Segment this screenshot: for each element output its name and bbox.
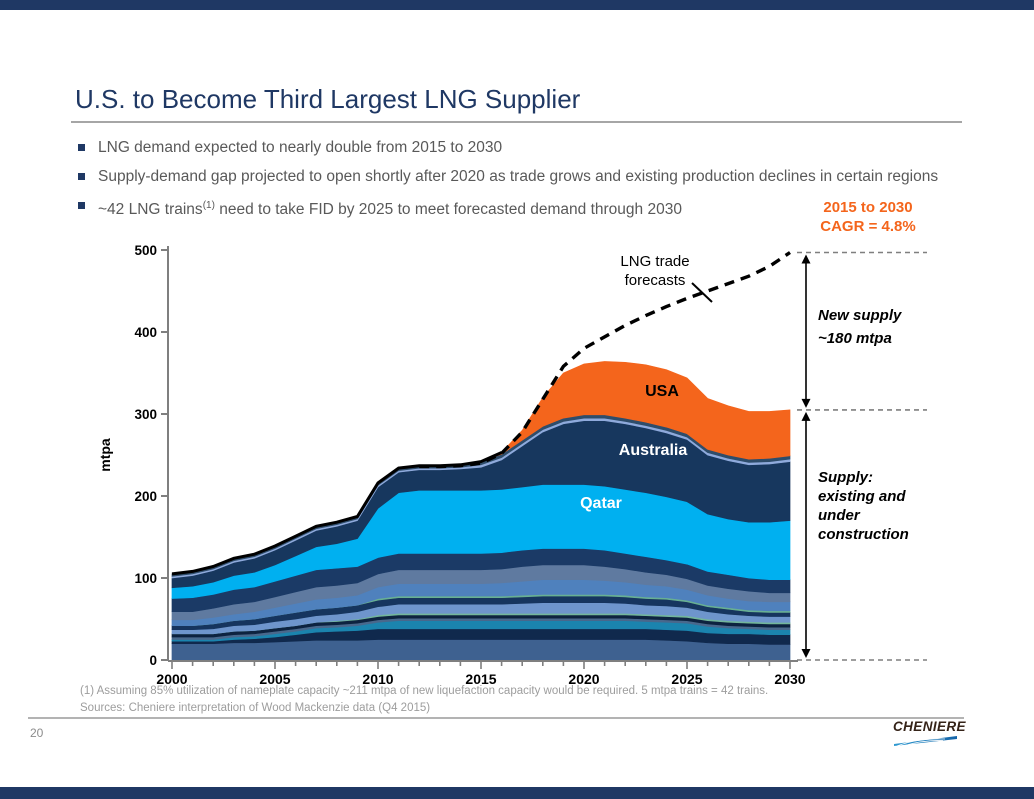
area-label-usa: USA <box>645 383 679 400</box>
bullet-list: LNG demand expected to nearly double fro… <box>78 137 962 228</box>
svg-text:2015: 2015 <box>465 671 496 687</box>
svg-text:400: 400 <box>134 325 157 340</box>
bottom-accent-bar <box>0 787 1034 799</box>
new-supply-annotation: New supply ~180 mtpa <box>818 307 902 347</box>
area-label-qatar: Qatar <box>580 495 622 512</box>
bullet-square-icon <box>78 144 85 151</box>
svg-text:mtpa: mtpa <box>97 438 113 472</box>
bullet-text: Supply-demand gap projected to open shor… <box>98 168 939 185</box>
cagr-line1: 2015 to 2030 <box>823 199 913 216</box>
svg-text:200: 200 <box>134 489 157 504</box>
bullet-text-pre: ~42 LNG trains <box>98 201 203 219</box>
svg-text:0: 0 <box>149 653 157 668</box>
cheniere-logo-text: CHENIERE <box>893 719 966 734</box>
svg-text:2025: 2025 <box>671 671 702 687</box>
page-title: U.S. to Become Third Largest LNG Supplie… <box>75 84 581 114</box>
bullet-item: Supply-demand gap projected to open shor… <box>78 166 962 187</box>
svg-text:100: 100 <box>134 571 157 586</box>
bullet-square-icon <box>78 173 85 180</box>
sources-note: Sources: Cheniere interpretation of Wood… <box>80 702 431 714</box>
footer-divider <box>28 717 964 719</box>
existing-supply-annotation: Supply: existing and under construction <box>818 469 909 543</box>
top-accent-bar <box>0 0 1034 10</box>
cheniere-logo: CHENIERE <box>893 719 966 752</box>
svg-text:500: 500 <box>134 243 157 258</box>
footnote-marker: (1) <box>202 200 215 211</box>
bullet-item: LNG demand expected to nearly double fro… <box>78 137 962 158</box>
page-number: 20 <box>30 726 44 740</box>
cagr-line2: CAGR = 4.8% <box>820 218 916 235</box>
bullet-square-icon <box>78 202 85 209</box>
svg-text:2005: 2005 <box>259 671 290 687</box>
cagr-callout: 2015 to 2030 CAGR = 4.8% <box>808 198 928 236</box>
bullet-item: ~42 LNG trains(1) need to take FID by 20… <box>78 195 962 220</box>
svg-text:2010: 2010 <box>362 671 393 687</box>
footnote: (1) Assuming 85% utilization of nameplat… <box>80 685 769 697</box>
bullet-text-post: need to take FID by 2025 to meet forecas… <box>214 201 682 219</box>
title-underline <box>71 121 962 123</box>
svg-text:2000: 2000 <box>156 671 187 687</box>
cheniere-logo-swoosh-icon <box>894 736 957 747</box>
bullet-text: LNG demand expected to nearly double fro… <box>98 139 503 156</box>
svg-text:300: 300 <box>134 407 157 422</box>
svg-text:2030: 2030 <box>774 671 805 687</box>
forecast-line-label: LNG trade forecasts <box>620 253 690 289</box>
svg-text:2020: 2020 <box>568 671 599 687</box>
area-label-australia: Australia <box>618 442 688 459</box>
